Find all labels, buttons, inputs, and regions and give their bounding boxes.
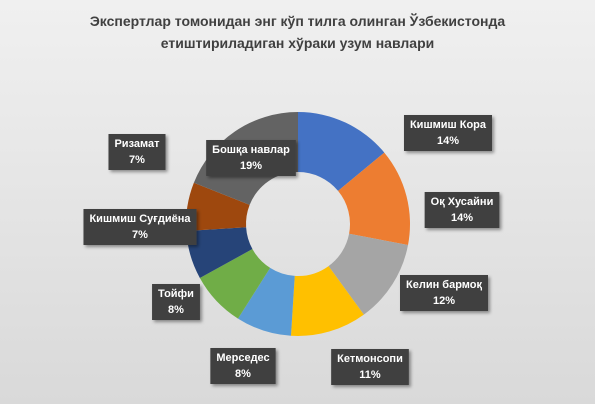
category-label: Кишмиш Суғдиёна (89, 213, 191, 225)
value-label: 11% (359, 369, 381, 381)
donut-segment (237, 267, 295, 336)
value-label: 8% (235, 368, 251, 380)
label-box (108, 134, 166, 170)
donut-segment (338, 152, 411, 245)
data-label: Оқ Хусайни 14% (424, 192, 500, 228)
value-label: 14% (451, 212, 473, 224)
label-box (83, 209, 197, 245)
category-label: Кишмиш Кора (410, 119, 487, 131)
label-box (424, 192, 500, 228)
value-label: 8% (168, 304, 184, 316)
value-label: 19% (240, 160, 262, 172)
label-box (331, 349, 409, 385)
data-label: Ризамат 7% (108, 134, 166, 170)
label-box (210, 348, 276, 384)
label-box (400, 275, 488, 311)
category-label: Ризамат (114, 138, 160, 150)
donut-segment (298, 112, 385, 191)
category-label: Келин бармоқ (406, 279, 482, 291)
category-label: Мерседес (216, 352, 269, 364)
data-label: Кетмонсопи 11% (331, 349, 409, 385)
donut-segment (290, 266, 364, 336)
category-label: Тойфи (158, 288, 194, 300)
label-box (206, 140, 296, 176)
data-label: Келин бармоқ 12% (400, 275, 488, 311)
donut-segment (328, 233, 409, 315)
donut-segment (186, 227, 253, 278)
value-label: 14% (437, 135, 459, 147)
chart-title: Экспертлар томонидан энг кўп тилга олинг… (89, 13, 506, 51)
data-label: Кишмиш Кора 14% (403, 115, 493, 151)
category-label: Кетмонсопи (337, 353, 403, 365)
category-label: Оқ Хусайни (431, 196, 494, 208)
value-label: 7% (132, 229, 148, 241)
category-label: Бошқа навлар (212, 144, 290, 156)
donut-segment (199, 249, 271, 319)
donut-segment (186, 182, 250, 232)
label-box (403, 115, 493, 151)
value-label: 7% (129, 154, 145, 166)
label-box (152, 284, 200, 320)
data-label: Бошқа навлар 19% (206, 140, 296, 176)
value-label: 12% (433, 295, 455, 307)
data-label: Тойфи 8% (152, 284, 200, 320)
data-label: Кишмиш Суғдиёна 7% (83, 209, 197, 245)
data-label: Мерседес 8% (210, 348, 276, 384)
